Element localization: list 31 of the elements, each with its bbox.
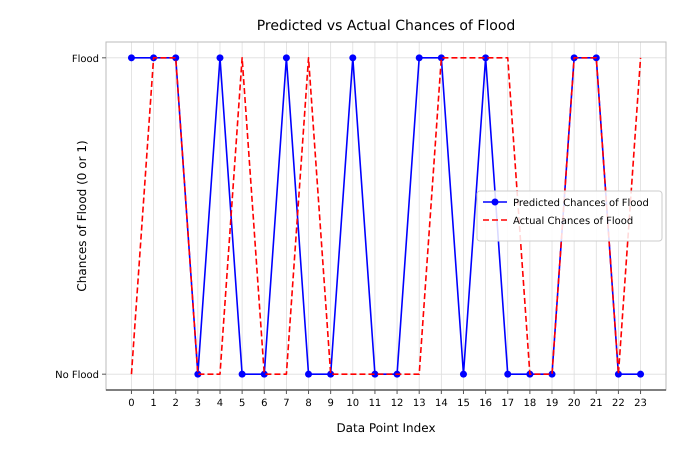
x-tick-label: 15 [457,398,470,409]
x-tick-label: 22 [612,398,625,409]
chart-title: Predicted vs Actual Chances of Flood [256,18,516,34]
x-tick-label: 16 [479,398,492,409]
x-tick-label: 11 [368,398,382,409]
legend-label: Predicted Chances of Flood [513,198,649,209]
x-axis-title: Data Point Index [336,421,436,435]
x-tick-label: 8 [305,398,312,409]
x-tick-label: 20 [568,398,581,409]
y-axis-title: Chances of Flood (0 or 1) [75,140,89,292]
x-tick-label: 19 [546,398,558,409]
x-tick-label: 3 [194,398,202,409]
x-tick-label: 14 [434,398,448,409]
x-tick-label: 17 [501,398,514,409]
x-tick-label: 7 [283,398,290,409]
x-tick-label: 6 [261,398,268,409]
x-tick-label: 21 [590,398,603,409]
x-tick-label: 13 [412,398,426,409]
legend-label: Actual Chances of Flood [513,216,634,227]
x-tick-label: 9 [327,398,334,409]
text: No Flood [55,370,99,382]
text: Flood [72,54,99,65]
x-tick-label: 18 [524,398,536,409]
x-tick-label: 10 [346,398,360,409]
x-tick-label: 2 [172,398,179,409]
x-tick-label: 4 [216,398,224,409]
x-tick-label: 0 [128,398,135,409]
x-tick-label: 1 [150,398,157,409]
x-tick-label: 5 [238,398,246,409]
x-tick-label: 23 [634,398,647,409]
x-tick-label: 12 [390,398,404,409]
